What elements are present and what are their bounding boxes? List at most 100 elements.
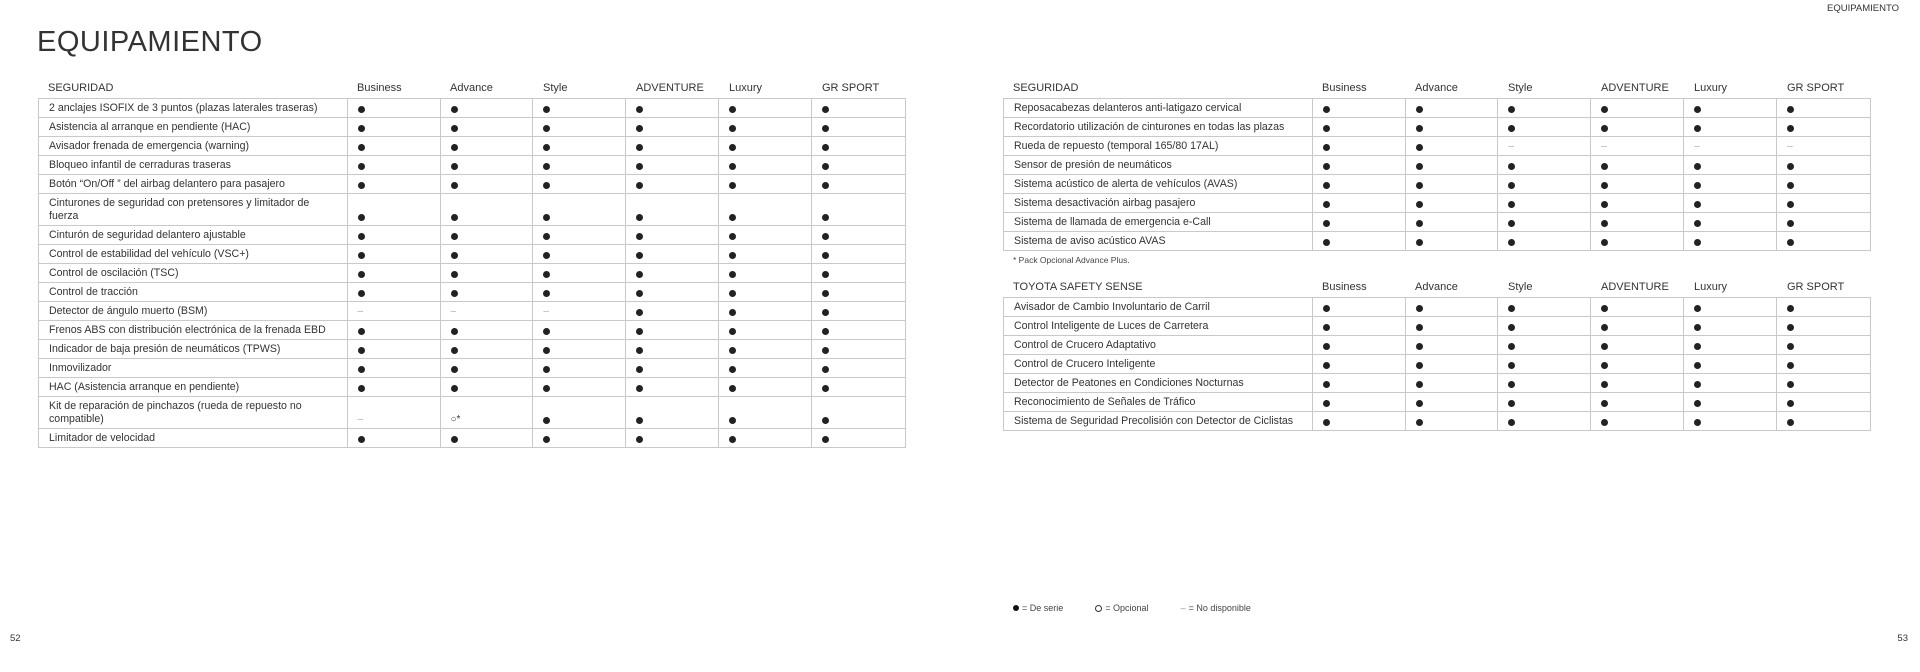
value-cell: [441, 429, 534, 447]
standard-dot-icon: [636, 144, 644, 151]
value-cell: [1684, 175, 1778, 193]
column-header: Advance: [1415, 82, 1458, 94]
standard-dot-icon: [357, 290, 365, 297]
value-cell: [719, 378, 813, 396]
legend-label: = No disponible: [1188, 603, 1251, 613]
table-body: Avisador de Cambio Involuntario de Carri…: [1003, 297, 1871, 431]
standard-dot-icon: [357, 214, 365, 221]
value-cell: [812, 302, 905, 320]
value-cell: [1591, 355, 1685, 373]
value-cell: [533, 429, 627, 447]
value-cell: [626, 302, 720, 320]
value-cell: [441, 378, 534, 396]
value-cell: [533, 359, 627, 377]
table-row: Control de Crucero Adaptativo: [1004, 335, 1870, 354]
standard-dot-icon: [1787, 343, 1795, 350]
value-cell: [348, 226, 441, 244]
standard-dot-icon: [636, 366, 644, 373]
table-header: SEGURIDAD Business Advance Style ADVENTURE Lu…: [1003, 78, 1871, 98]
table-row: Control de oscilación (TSC): [39, 263, 905, 282]
value-cell: [1406, 156, 1499, 174]
value-cell: [1406, 99, 1499, 117]
legend-label: = Opcional: [1105, 603, 1149, 613]
value-cell: [1406, 118, 1499, 136]
value-cell: [348, 99, 441, 117]
value-cell: [719, 264, 813, 282]
value-cell: –: [348, 397, 441, 428]
column-header: Style: [543, 82, 568, 94]
value-cell: [1684, 99, 1778, 117]
standard-dot-icon: [729, 182, 737, 189]
standard-dot-icon: [1508, 324, 1516, 331]
value-cell: [348, 283, 441, 301]
standard-dot-icon: [822, 233, 830, 240]
value-cell: [533, 245, 627, 263]
value-cell: [441, 283, 534, 301]
standard-dot-icon: [543, 214, 551, 221]
value-cell: [1313, 355, 1406, 373]
standard-dot-icon: [1322, 305, 1330, 312]
standard-dot-icon: [1322, 201, 1330, 208]
column-header: GR SPORT: [1787, 281, 1845, 293]
value-cell: [626, 359, 720, 377]
table-row: Botón “On/Off ” del airbag delantero par…: [39, 174, 905, 193]
standard-dot-icon: [1415, 125, 1423, 132]
value-cell: [812, 245, 905, 263]
column-header: Style: [1508, 82, 1533, 94]
standard-dot-icon: [1601, 106, 1609, 113]
value-cell: [812, 359, 905, 377]
value-cell: [1777, 175, 1870, 193]
value-cell: [533, 340, 627, 358]
column-header: Style: [1508, 281, 1533, 293]
value-cell: [719, 226, 813, 244]
standard-dot-icon: [543, 366, 551, 373]
seguridad-table-left: SEGURIDAD Business Advance Style ADVENTURE Lu…: [38, 78, 906, 448]
value-cell: [626, 321, 720, 339]
standard-dot-icon: [1601, 400, 1609, 407]
standard-dot-icon: [357, 366, 365, 373]
standard-dot-icon: [1508, 182, 1516, 189]
value-cell: [1498, 412, 1592, 430]
standard-dot-icon: [1694, 220, 1702, 227]
value-cell: [348, 429, 441, 447]
standard-dot-icon: [729, 385, 737, 392]
value-cell: [533, 118, 627, 136]
feature-label: Asistencia al arranque en pendiente (HAC…: [39, 118, 348, 136]
value-cell: [1498, 156, 1592, 174]
value-cell: [1777, 412, 1870, 430]
section-title: SEGURIDAD: [48, 82, 114, 94]
standard-dot-icon: [729, 163, 737, 170]
standard-dot-icon: [450, 366, 458, 373]
seguridad-table-right: SEGURIDAD Business Advance Style ADVENTURE Lu…: [1003, 78, 1871, 251]
value-cell: [1591, 118, 1685, 136]
standard-dot-icon: [1601, 343, 1609, 350]
standard-dot-icon: [1415, 106, 1423, 113]
value-cell: [1777, 393, 1870, 411]
value-cell: ○*: [441, 397, 534, 428]
legend: = De serie = Opcional – = No disponible: [1013, 603, 1283, 613]
value-cell: [812, 378, 905, 396]
feature-label: Kit de reparación de pinchazos (rueda de…: [39, 397, 348, 428]
standard-dot-icon: [1415, 163, 1423, 170]
value-cell: [1777, 194, 1870, 212]
unavailable-dash: –: [357, 306, 364, 317]
value-cell: [1777, 156, 1870, 174]
standard-dot-icon: [636, 163, 644, 170]
value-cell: [348, 194, 441, 225]
standard-dot-icon: [822, 252, 830, 259]
standard-dot-icon: [636, 182, 644, 189]
value-cell: [812, 226, 905, 244]
standard-dot-icon: [1322, 144, 1330, 151]
standard-dot-icon: [357, 436, 365, 443]
feature-label: Botón “On/Off ” del airbag delantero par…: [39, 175, 348, 193]
standard-dot-icon: [822, 182, 830, 189]
standard-dot-icon: [1694, 343, 1702, 350]
standard-dot-icon: [1322, 182, 1330, 189]
standard-dot-icon: [543, 417, 551, 424]
feature-label: Control de estabilidad del vehículo (VSC…: [39, 245, 348, 263]
value-cell: [1498, 355, 1592, 373]
value-cell: –: [1684, 137, 1778, 155]
standard-dot-icon: [1322, 381, 1330, 388]
value-cell: [1313, 156, 1406, 174]
value-cell: [1777, 317, 1870, 335]
